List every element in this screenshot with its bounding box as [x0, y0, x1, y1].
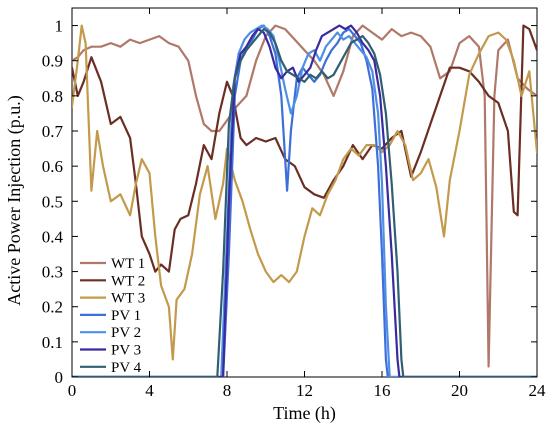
y-tick-label: 0.4	[42, 227, 64, 246]
series-line-wt-1	[72, 24, 537, 368]
x-tick-label: 4	[145, 381, 154, 400]
y-tick-label: 0.5	[42, 192, 63, 211]
x-axis-title: Time (h)	[273, 403, 336, 424]
series-line-pv-1	[72, 24, 537, 377]
y-tick-label: 0.6	[42, 157, 63, 176]
legend-entry-pv-1: PV 1	[80, 308, 141, 324]
legend-entry-wt-2: WT 2	[80, 273, 145, 289]
legend-label: PV 3	[111, 343, 141, 359]
legend-label: WT 3	[111, 291, 145, 307]
legend-entry-pv-4: PV 4	[80, 360, 142, 376]
x-tick-label: 24	[529, 381, 547, 400]
x-axis: 0 4 8 12 16 20 24	[68, 8, 546, 400]
legend-entry-pv-2: PV 2	[80, 325, 141, 341]
legend-entry-pv-3: PV 3	[80, 343, 141, 359]
legend-entry-wt-1: WT 1	[80, 256, 145, 272]
x-tick-label: 12	[296, 381, 313, 400]
y-tick-label: 1	[55, 17, 64, 36]
series-layer	[72, 24, 537, 377]
legend-label: PV 1	[111, 308, 141, 324]
series-line-wt-3	[72, 24, 537, 361]
y-tick-label: 0.9	[42, 52, 63, 71]
legend-label: WT 1	[111, 256, 145, 272]
y-tick-label: 0	[55, 368, 64, 387]
series-line-pv-4	[72, 28, 537, 377]
x-tick-label: 20	[451, 381, 468, 400]
y-axis-title: Active Power Injection (p.u.)	[4, 95, 25, 305]
legend-label: PV 2	[111, 325, 141, 341]
x-tick-label: 8	[223, 381, 232, 400]
y-tick-label: 0.2	[42, 298, 63, 317]
y-axis: 0 0.1 0.2 0.3 0.4 0.5 0.6 0.7 0.8 0.9 1	[42, 17, 537, 387]
legend-label: WT 2	[111, 273, 145, 289]
x-tick-label: 16	[374, 381, 391, 400]
y-tick-label: 0.8	[42, 87, 63, 106]
series-line-pv-3	[72, 24, 537, 377]
x-tick-label: 0	[68, 381, 77, 400]
legend-entry-wt-3: WT 3	[80, 291, 145, 307]
legend: WT 1WT 2 WT 3PV 1PV 2 PV 3PV 4	[80, 256, 145, 376]
y-tick-label: 0.7	[42, 122, 64, 141]
legend-label: PV 4	[111, 360, 142, 376]
y-tick-label: 0.3	[42, 263, 63, 282]
series-line-pv-2	[72, 24, 537, 377]
y-tick-label: 0.1	[42, 333, 63, 352]
